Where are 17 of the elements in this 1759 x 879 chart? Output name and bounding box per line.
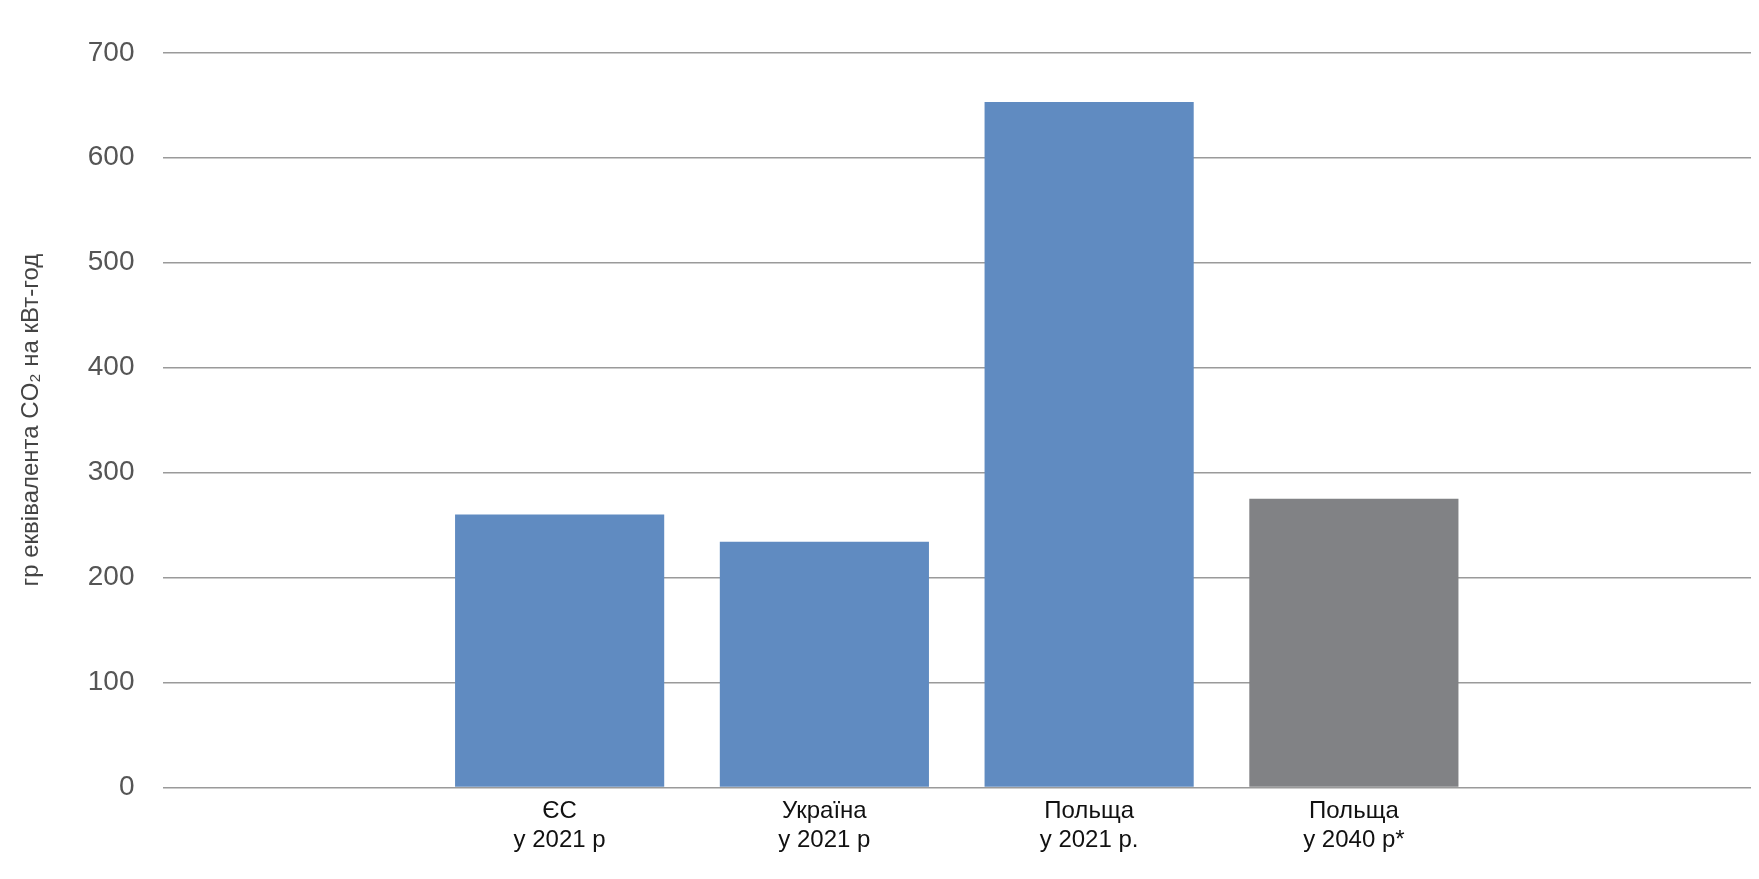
y-tick-label: 0 [118,770,135,802]
y-tick-label: 500 [87,245,135,277]
bar [984,102,1194,787]
bar [719,541,929,787]
x-tick-label: Україна у 2021 р [778,796,871,853]
bar [455,514,665,787]
y-tick-label: 700 [87,35,135,67]
x-tick-label: Польща у 2040 р* [1303,796,1405,853]
y-tick-label: 400 [87,350,135,382]
y-tick-label: 100 [87,665,135,697]
y-tick-label: 600 [87,140,135,172]
y-tick-label: 300 [87,455,135,487]
bar [1249,498,1459,787]
x-tick-label: ЄС у 2021 р [513,796,606,853]
y-axis-title: гр еквівалента CO₂ на кВт-год [16,253,44,587]
x-tick-label: Польща у 2021 р. [1039,796,1139,853]
y-tick-label: 200 [87,560,135,592]
